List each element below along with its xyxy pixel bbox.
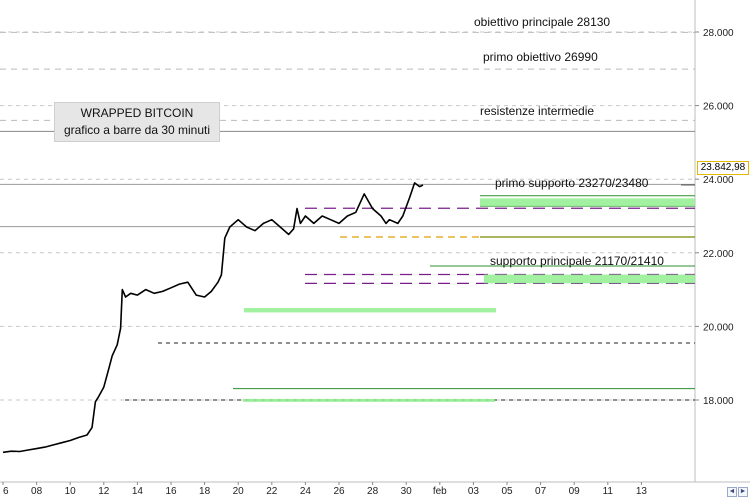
x-tick-label: 18 [199,486,211,497]
level-label: primo obiettivo 26990 [483,50,598,64]
chart-title: WRAPPED BITCOIN [80,106,194,120]
level-label: resistenze intermedie [480,104,594,118]
y-tick-label: 22.000 [703,249,734,260]
level-label: primo supporto 23270/23480 [495,176,649,190]
y-tick-label: 18.000 [703,396,734,407]
x-tick-label: 11 [603,486,614,497]
x-tick-label: 13 [636,486,648,497]
price-line [2,182,424,454]
level-label: obiettivo principale 28130 [474,15,610,29]
x-tick-label: 09 [569,486,581,497]
x-tick-label: 08 [31,486,43,497]
x-tick-label: 05 [501,486,513,497]
support-band [244,308,496,313]
x-tick-label: 28 [367,486,379,497]
x-tick-label: 30 [401,486,413,497]
x-tick-label: 6 [3,486,9,497]
y-axis-panel [695,0,750,500]
x-tick-label: 26 [333,486,345,497]
y-tick-label: 24.000 [703,175,734,186]
support-band [480,198,695,207]
x-tick-label: 07 [535,486,547,497]
support-band [243,398,495,402]
x-tick-label: 14 [132,486,144,497]
x-tick-label: 10 [65,486,77,497]
last-price-label: 23.842,98 [697,161,749,175]
y-tick-label: 26.000 [703,102,734,113]
x-tick-label: 20 [233,486,245,497]
x-tick-label: 03 [468,486,480,497]
x-axis-panel [0,483,750,500]
support-band [484,274,695,284]
scroll-left-button[interactable]: ◄ [727,487,737,497]
level-label: supporto principale 21170/21410 [490,254,664,268]
chart-subtitle: grafico a barre da 30 minuti [63,123,211,137]
x-tick-label: 22 [266,486,278,497]
chart-title-box: WRAPPED BITCOIN grafico a barre da 30 mi… [54,102,220,142]
x-tick-label: feb [433,486,447,497]
x-tick-label: 16 [165,486,177,497]
y-tick-label: 20.000 [703,322,734,333]
y-tick-label: 28.000 [703,28,734,39]
x-tick-label: 12 [98,486,110,497]
scroll-right-button[interactable]: ► [738,487,748,497]
x-tick-label: 24 [300,486,312,497]
